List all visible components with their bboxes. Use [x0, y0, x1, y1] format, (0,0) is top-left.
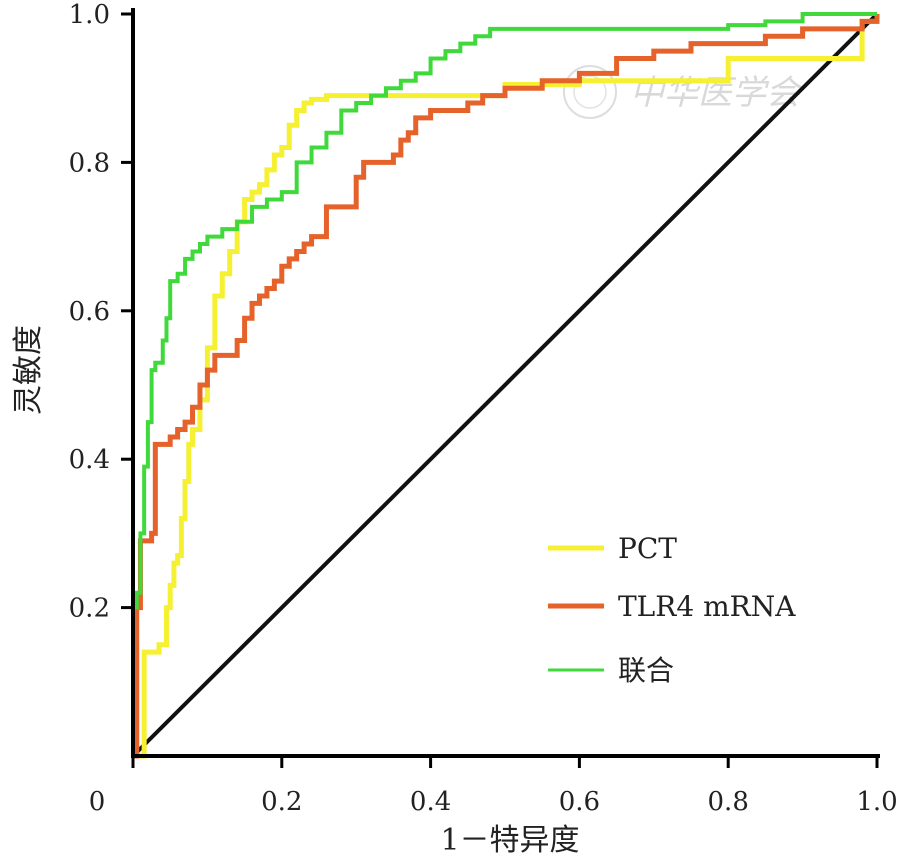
y-tick-label: 0.4: [69, 445, 110, 475]
reference-diagonal-line: [131, 12, 879, 758]
watermark-seal-icon: [563, 65, 617, 119]
legend-label-0: PCT: [618, 532, 677, 565]
y-tick-label: 0.8: [69, 148, 110, 178]
series-line-0: [136, 14, 880, 759]
series-line-2: [133, 12, 877, 610]
x-tick-label: 0.6: [559, 787, 600, 817]
legend-label-1: TLR4 mRNA: [618, 590, 796, 623]
legend-label-2: 联合: [618, 654, 674, 687]
series-line-1: [133, 14, 880, 759]
y-tick-label: 0.6: [69, 297, 110, 327]
x-axis-title: 1－特异度: [440, 823, 579, 858]
y-tick-label: 1.0: [69, 0, 110, 30]
y-ticks: 0.2 0.4 0.6 0.8 1.0: [69, 0, 133, 624]
x-tick-label: 0.4: [410, 787, 451, 817]
watermark-seal-inner: [573, 75, 607, 109]
x-ticks: 0 0.2 0.4 0.6 0.8 1.0: [89, 756, 898, 817]
legend: PCT TLR4 mRNA 联合: [548, 532, 796, 687]
series-layer: [131, 12, 880, 759]
x-tick-label: 1.0: [856, 787, 897, 817]
x-tick-label: 0: [89, 787, 106, 817]
y-axis-title: 灵敏度: [11, 325, 46, 415]
x-tick-label: 0.8: [708, 787, 749, 817]
y-tick-label: 0.2: [69, 594, 110, 624]
x-tick-label: 0.2: [261, 787, 302, 817]
